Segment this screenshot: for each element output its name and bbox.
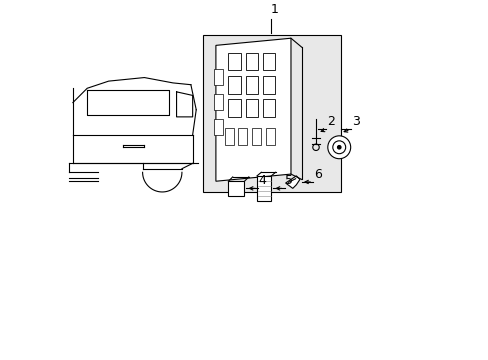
Text: 6: 6 — [313, 168, 321, 181]
FancyBboxPatch shape — [203, 35, 340, 192]
Bar — [245, 76, 258, 94]
Bar — [262, 99, 275, 117]
Bar — [214, 69, 223, 85]
Bar — [228, 99, 241, 117]
Bar — [245, 99, 258, 117]
Bar — [224, 128, 233, 145]
Bar — [214, 119, 223, 135]
Bar — [245, 53, 258, 71]
Text: 2: 2 — [326, 115, 334, 128]
Text: 3: 3 — [351, 115, 359, 128]
Bar — [251, 128, 261, 145]
Bar — [214, 94, 223, 110]
Text: 4: 4 — [258, 174, 266, 187]
Bar — [228, 181, 244, 195]
Text: 1: 1 — [270, 3, 278, 16]
Bar — [265, 128, 274, 145]
Circle shape — [332, 141, 345, 154]
Circle shape — [337, 145, 340, 149]
Circle shape — [327, 136, 350, 159]
Text: 5: 5 — [285, 174, 293, 187]
Polygon shape — [216, 38, 290, 181]
Bar — [228, 76, 241, 94]
Bar — [262, 76, 275, 94]
Bar — [238, 128, 247, 145]
Bar — [257, 176, 271, 201]
Bar — [262, 53, 275, 71]
Polygon shape — [285, 176, 299, 188]
Bar — [228, 53, 241, 71]
